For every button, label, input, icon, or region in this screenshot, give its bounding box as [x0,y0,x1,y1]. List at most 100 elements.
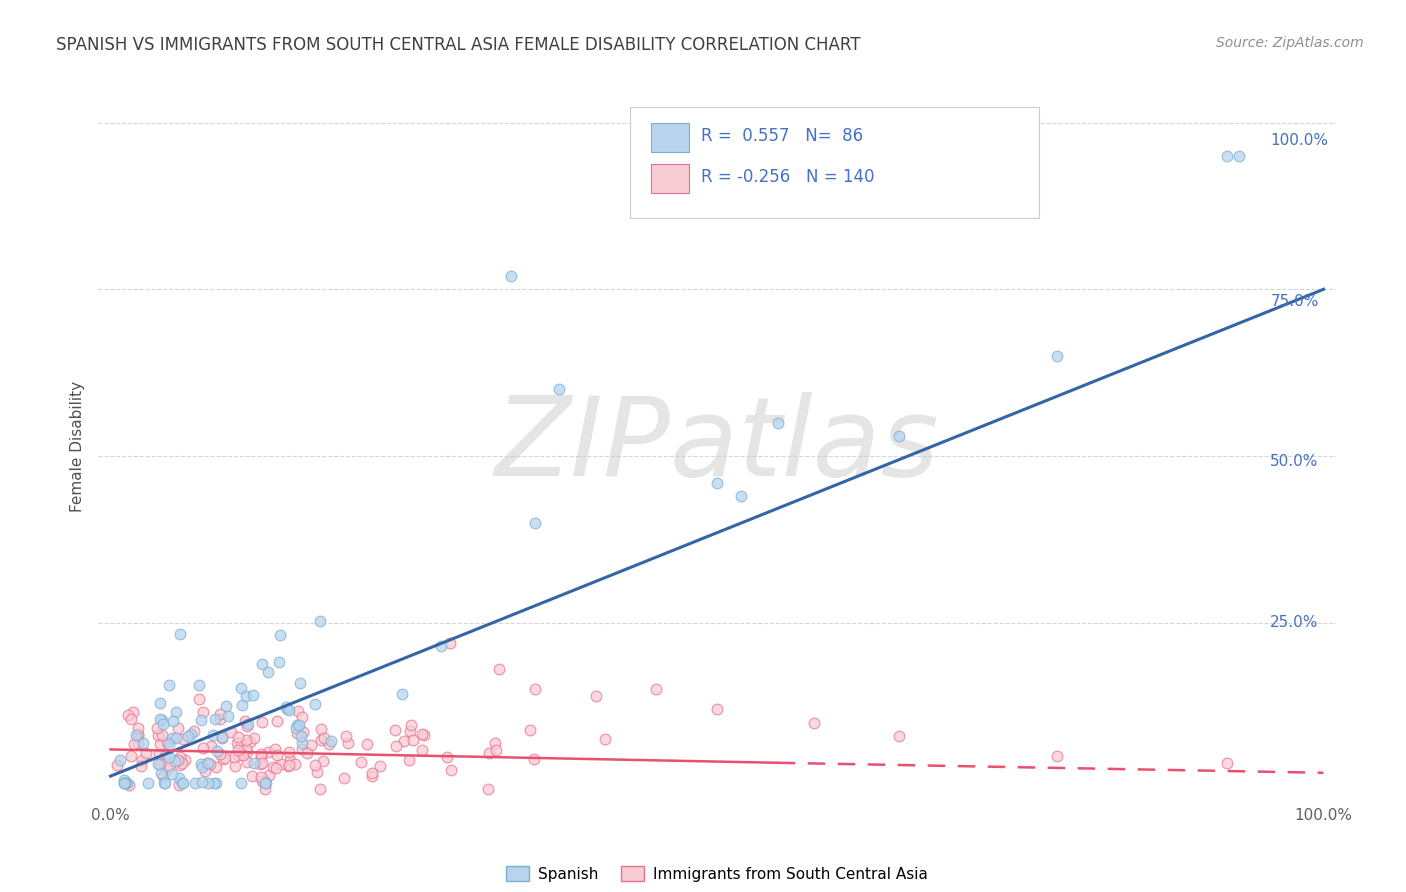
Point [405,761,427,775]
Point [301,724,323,739]
Point [215,715,238,730]
Point [363,747,385,761]
Point [301,683,323,698]
Point [513,730,536,744]
Point [256,752,278,766]
Point [257,699,280,714]
Point [271,701,294,715]
Point [191,769,214,783]
Point [314,661,336,675]
Point [363,724,385,739]
Point [352,731,374,746]
Point [274,745,297,759]
Point [329,695,352,709]
Point [188,767,211,781]
Point [257,734,280,748]
Point [339,719,361,733]
Point [1008,742,1031,756]
Point [432,681,454,696]
Point [235,770,257,784]
Point [302,748,325,763]
Point [190,703,212,717]
Point [254,750,277,764]
Bar [662,140,696,168]
Point [197,722,219,736]
Point [322,741,344,756]
Point [402,730,425,744]
Point [360,612,382,626]
Point [330,697,353,711]
Point [262,767,284,781]
Point [360,774,382,789]
Point [181,750,204,764]
Point [315,760,337,774]
Point [308,741,330,756]
Point [357,756,380,771]
Point [323,651,346,665]
Point [207,739,229,753]
Point [193,706,215,720]
Point [731,491,754,506]
Point [269,737,291,751]
Point [236,624,259,638]
Point [226,730,249,744]
Point [794,710,817,724]
Point [318,753,340,767]
Point [441,727,464,741]
Point [195,699,218,714]
Point [187,767,209,781]
Point [439,745,461,759]
Point [332,739,354,753]
Point [218,690,240,705]
Point [188,767,211,781]
Point [263,731,285,746]
Point [309,766,332,780]
Point [259,756,281,771]
Point [308,739,330,754]
Point [517,658,540,673]
Point [440,712,463,726]
Point [217,749,239,764]
Point [287,736,309,750]
Point [187,764,209,779]
Point [307,749,329,764]
Point [236,751,259,765]
Point [218,731,240,745]
Point [299,761,322,775]
Point [236,743,259,757]
Point [274,724,297,739]
Point [232,724,254,739]
Point [308,653,330,667]
Point [256,767,278,781]
Point [603,684,626,698]
Point [339,712,361,726]
Point [869,723,891,737]
Point [433,727,456,741]
Point [321,753,343,767]
Point [337,749,360,764]
Point [333,698,356,712]
Point [571,389,593,403]
Point [308,762,330,776]
Point [221,722,243,736]
Point [226,673,249,688]
Point [450,721,472,735]
Point [370,728,392,742]
Point [710,479,733,493]
Text: ZIPatlas: ZIPatlas [498,397,943,504]
Point [239,767,262,781]
Point [287,729,309,743]
Point [344,705,367,719]
Point [412,751,434,765]
Point [361,727,384,741]
Point [710,697,733,711]
Point [290,767,312,781]
Text: Source: ZipAtlas.com: Source: ZipAtlas.com [1216,36,1364,50]
Legend: Spanish, Immigrants from South Central Asia: Spanish, Immigrants from South Central A… [503,847,938,876]
Point [224,767,246,781]
Point [291,692,314,706]
Point [267,706,290,720]
Point [221,707,243,722]
Point [200,723,222,737]
Point [356,691,378,706]
